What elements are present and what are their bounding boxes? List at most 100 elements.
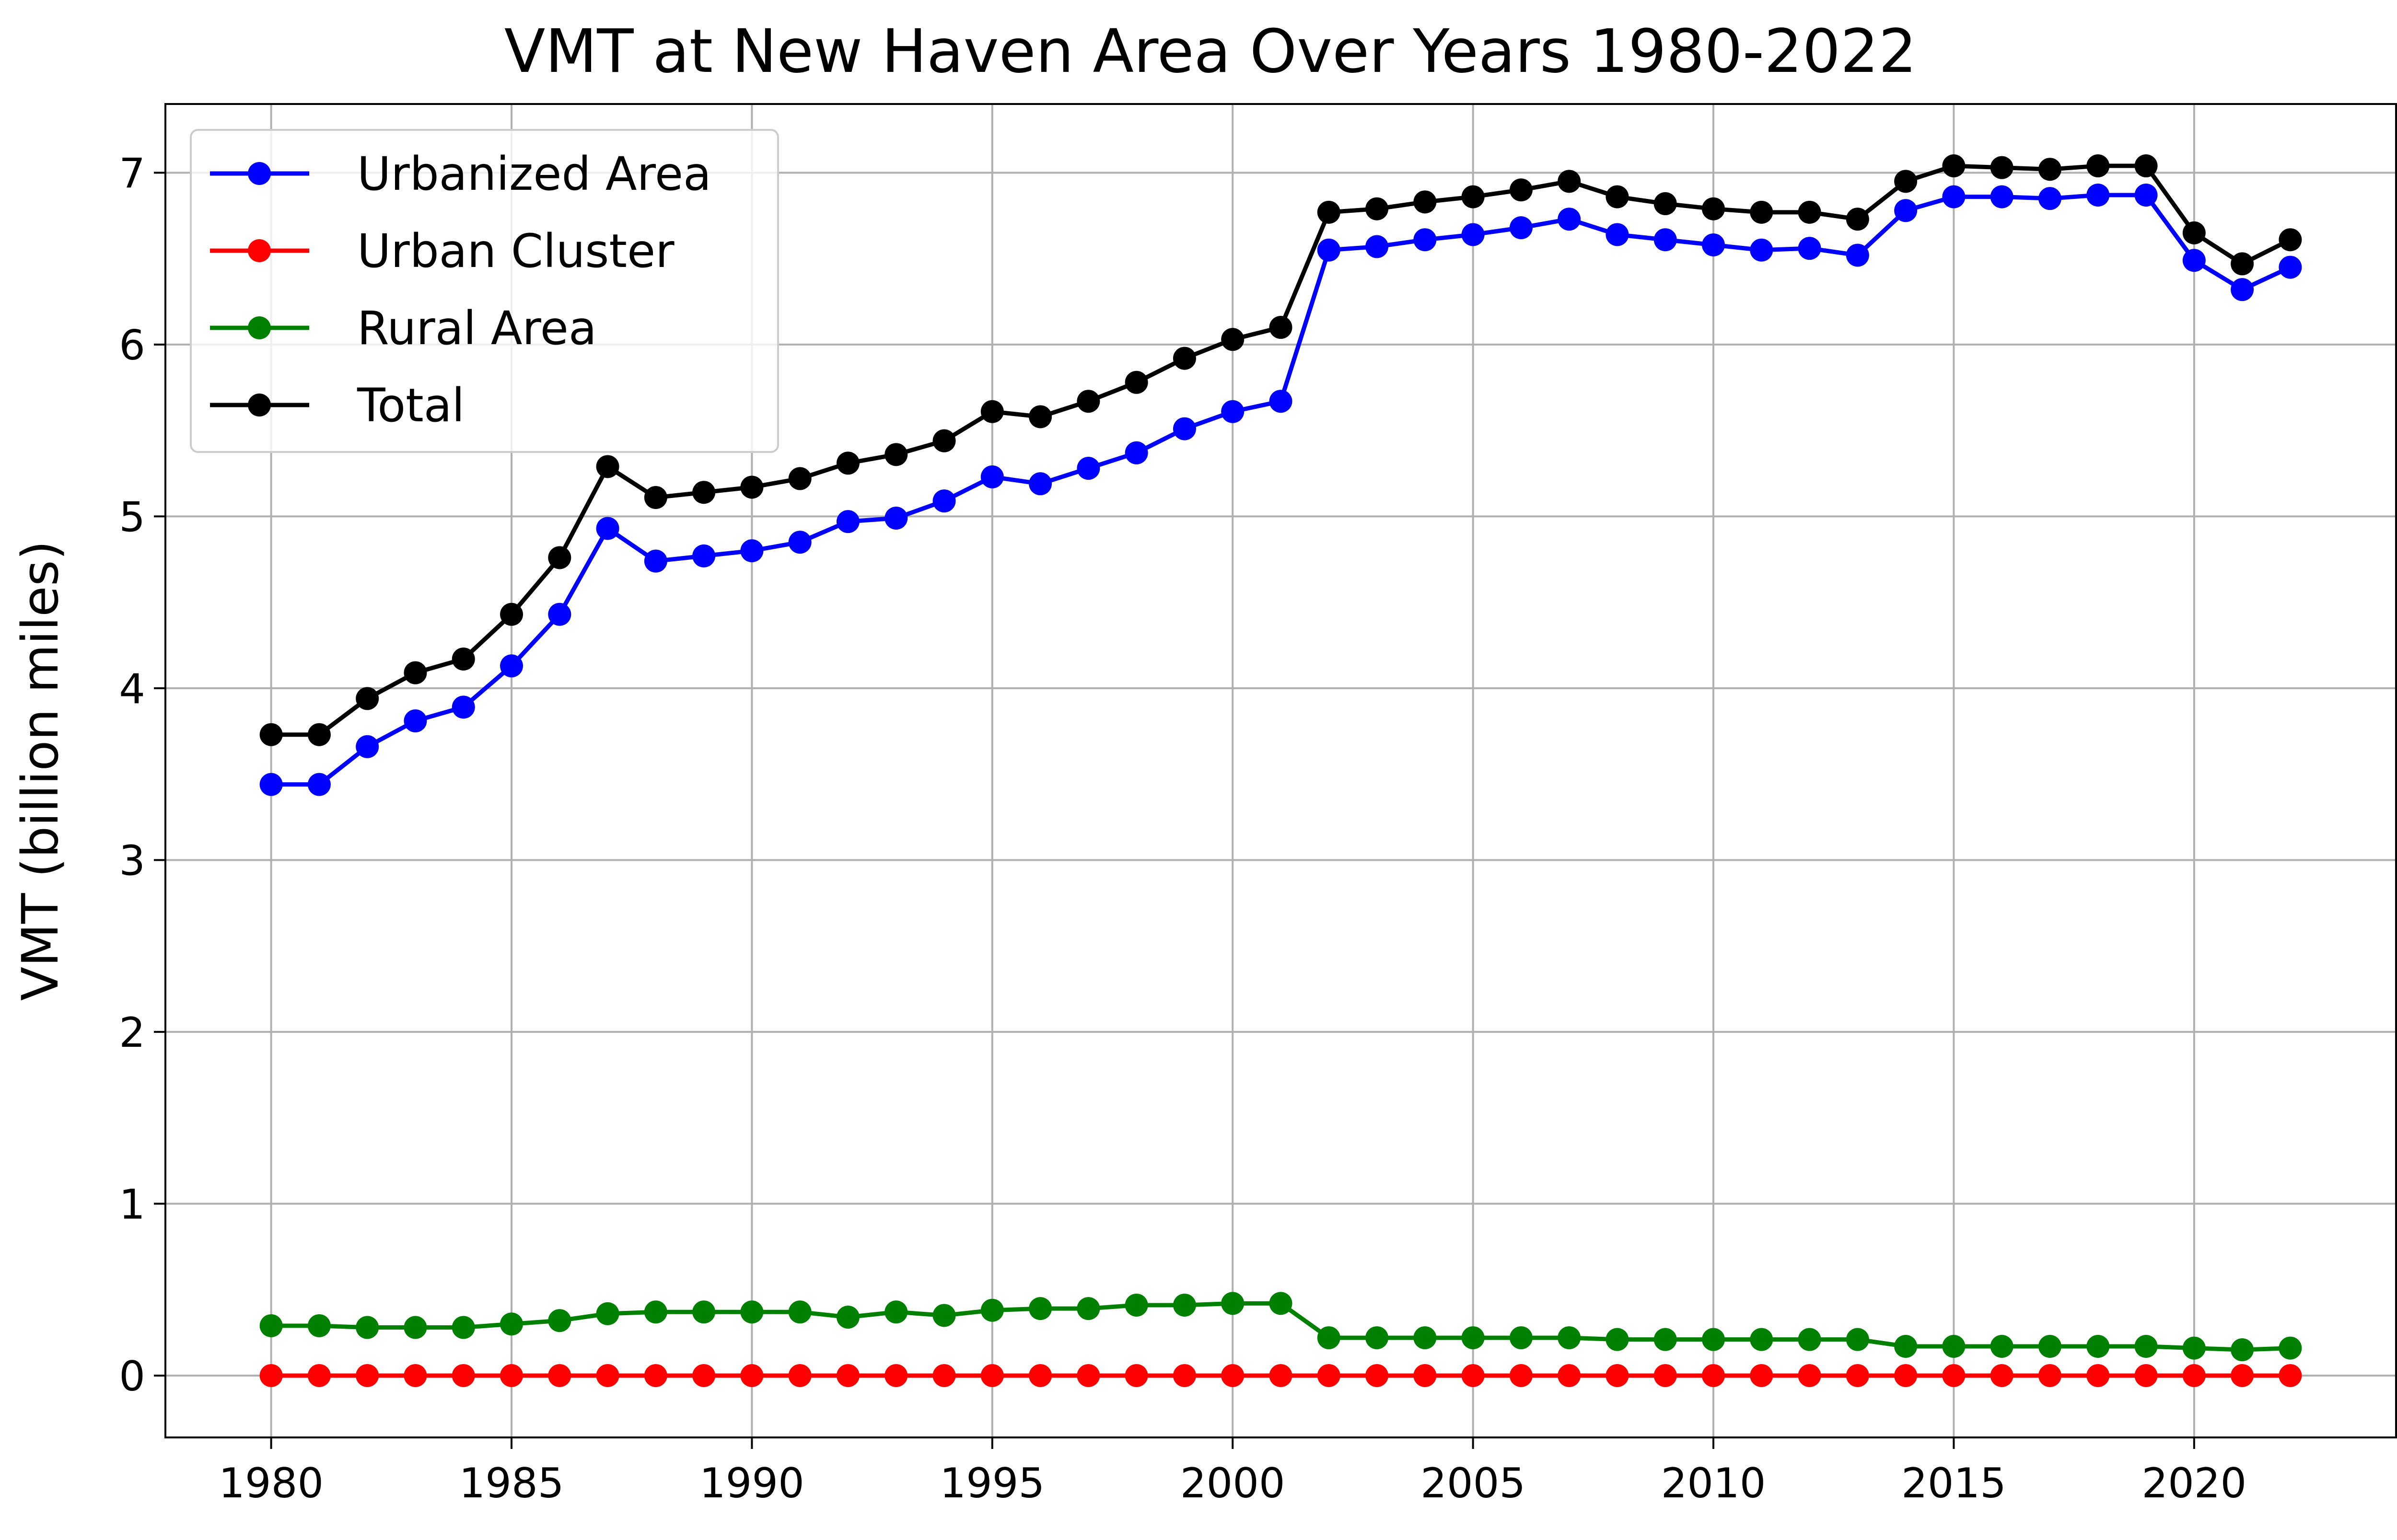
data-point-urbanized-area (2182, 249, 2206, 272)
data-point-urban-cluster (548, 1364, 571, 1387)
data-point-total (307, 723, 331, 746)
data-point-rural-area (2038, 1334, 2061, 1358)
data-point-urbanized-area (452, 695, 475, 719)
data-point-rural-area (1702, 1328, 1725, 1351)
data-point-urban-cluster (1461, 1364, 1485, 1387)
data-point-total (1461, 185, 1485, 208)
data-point-total (980, 400, 1004, 423)
x-tick-label: 1980 (219, 1459, 324, 1507)
data-point-total (1606, 185, 1629, 208)
data-point-urbanized-area (980, 465, 1004, 488)
data-point-rural-area (644, 1300, 667, 1324)
data-point-urban-cluster (404, 1364, 427, 1387)
data-point-rural-area (452, 1316, 475, 1339)
data-point-rural-area (1221, 1292, 1245, 1315)
data-point-urbanized-area (1317, 238, 1340, 262)
data-point-urbanized-area (307, 773, 331, 796)
data-point-urbanized-area (500, 654, 524, 678)
data-point-urban-cluster (1750, 1364, 1773, 1387)
data-point-urbanized-area (1653, 228, 1677, 252)
data-point-rural-area (788, 1300, 812, 1324)
data-point-total (452, 647, 475, 671)
chart-title: VMT at New Haven Area Over Years 1980-20… (504, 17, 1917, 86)
data-point-urban-cluster (2038, 1364, 2061, 1387)
legend-swatch-marker (248, 316, 271, 339)
data-point-rural-area (1317, 1326, 1340, 1350)
data-point-total (356, 687, 379, 710)
data-point-total (1365, 197, 1389, 220)
series-rural-area (259, 1292, 2302, 1362)
data-point-urbanized-area (596, 517, 619, 540)
data-point-urban-cluster (980, 1364, 1004, 1387)
data-point-urban-cluster (1029, 1364, 1052, 1387)
y-axis-label: VMT (billion miles) (11, 541, 70, 1001)
data-point-rural-area (1077, 1297, 1100, 1320)
data-point-total (2086, 154, 2110, 178)
legend-entry-total: Total (210, 379, 465, 432)
data-point-rural-area (1846, 1328, 1869, 1351)
legend-box (190, 129, 779, 453)
plot-frame (164, 103, 2397, 1438)
series-urbanized-area (259, 184, 2302, 796)
data-point-urban-cluster (1606, 1364, 1629, 1387)
data-point-urban-cluster (836, 1364, 860, 1387)
data-point-rural-area (1798, 1328, 1821, 1351)
data-point-total (2038, 158, 2061, 181)
data-point-total (1894, 170, 1918, 193)
data-point-total (836, 452, 860, 475)
x-tick-label: 2015 (1901, 1459, 2006, 1507)
data-point-urban-cluster (307, 1364, 331, 1387)
legend-swatch-marker (248, 394, 271, 417)
data-point-urbanized-area (836, 510, 860, 533)
data-point-urbanized-area (1894, 199, 1918, 222)
data-point-total (1846, 208, 1869, 231)
data-point-urban-cluster (1702, 1364, 1725, 1387)
data-point-rural-area (2182, 1336, 2206, 1360)
data-point-rural-area (1942, 1334, 1966, 1358)
legend-label: Rural Area (357, 301, 597, 355)
data-point-urban-cluster (1846, 1364, 1869, 1387)
data-point-urban-cluster (259, 1364, 283, 1387)
data-point-urbanized-area (1269, 390, 1292, 413)
legend-label: Urban Cluster (357, 224, 675, 278)
data-point-total (2134, 154, 2158, 178)
data-point-rural-area (596, 1302, 619, 1325)
data-point-urbanized-area (1942, 185, 1966, 208)
data-point-urbanized-area (692, 544, 716, 567)
legend-label: Urbanized Area (357, 147, 711, 201)
data-point-urbanized-area (1173, 417, 1196, 440)
data-point-urban-cluster (2279, 1364, 2302, 1387)
data-point-rural-area (2134, 1334, 2158, 1358)
data-point-rural-area (1558, 1326, 1581, 1350)
data-point-total (692, 481, 716, 504)
data-point-rural-area (1509, 1326, 1533, 1350)
legend-entry-rural-area: Rural Area (210, 301, 597, 355)
data-point-urbanized-area (1029, 472, 1052, 496)
data-point-total (2182, 221, 2206, 244)
data-point-total (644, 486, 667, 509)
data-point-urban-cluster (1317, 1364, 1340, 1387)
data-point-total (548, 546, 571, 569)
data-point-total (500, 602, 524, 626)
x-tick-label: 2005 (1420, 1459, 1525, 1507)
data-point-urban-cluster (1365, 1364, 1389, 1387)
legend-swatch-marker (248, 162, 271, 185)
data-point-rural-area (1365, 1326, 1389, 1350)
data-point-urban-cluster (1221, 1364, 1245, 1387)
y-tick-label: 2 (119, 1009, 145, 1057)
data-point-urbanized-area (644, 549, 667, 573)
data-point-urbanized-area (404, 709, 427, 733)
data-point-rural-area (2279, 1336, 2302, 1360)
data-point-total (740, 475, 764, 499)
data-point-total (1750, 200, 1773, 224)
data-point-rural-area (1653, 1328, 1677, 1351)
data-point-urban-cluster (1798, 1364, 1821, 1387)
data-point-urbanized-area (1509, 216, 1533, 240)
data-point-total (884, 443, 908, 466)
data-point-rural-area (548, 1309, 571, 1332)
x-tick-label: 2000 (1180, 1459, 1285, 1507)
y-tick-label: 1 (119, 1181, 145, 1228)
data-point-urbanized-area (1365, 235, 1389, 258)
series-urban-cluster (259, 1364, 2302, 1387)
legend-swatch-marker (248, 239, 271, 262)
